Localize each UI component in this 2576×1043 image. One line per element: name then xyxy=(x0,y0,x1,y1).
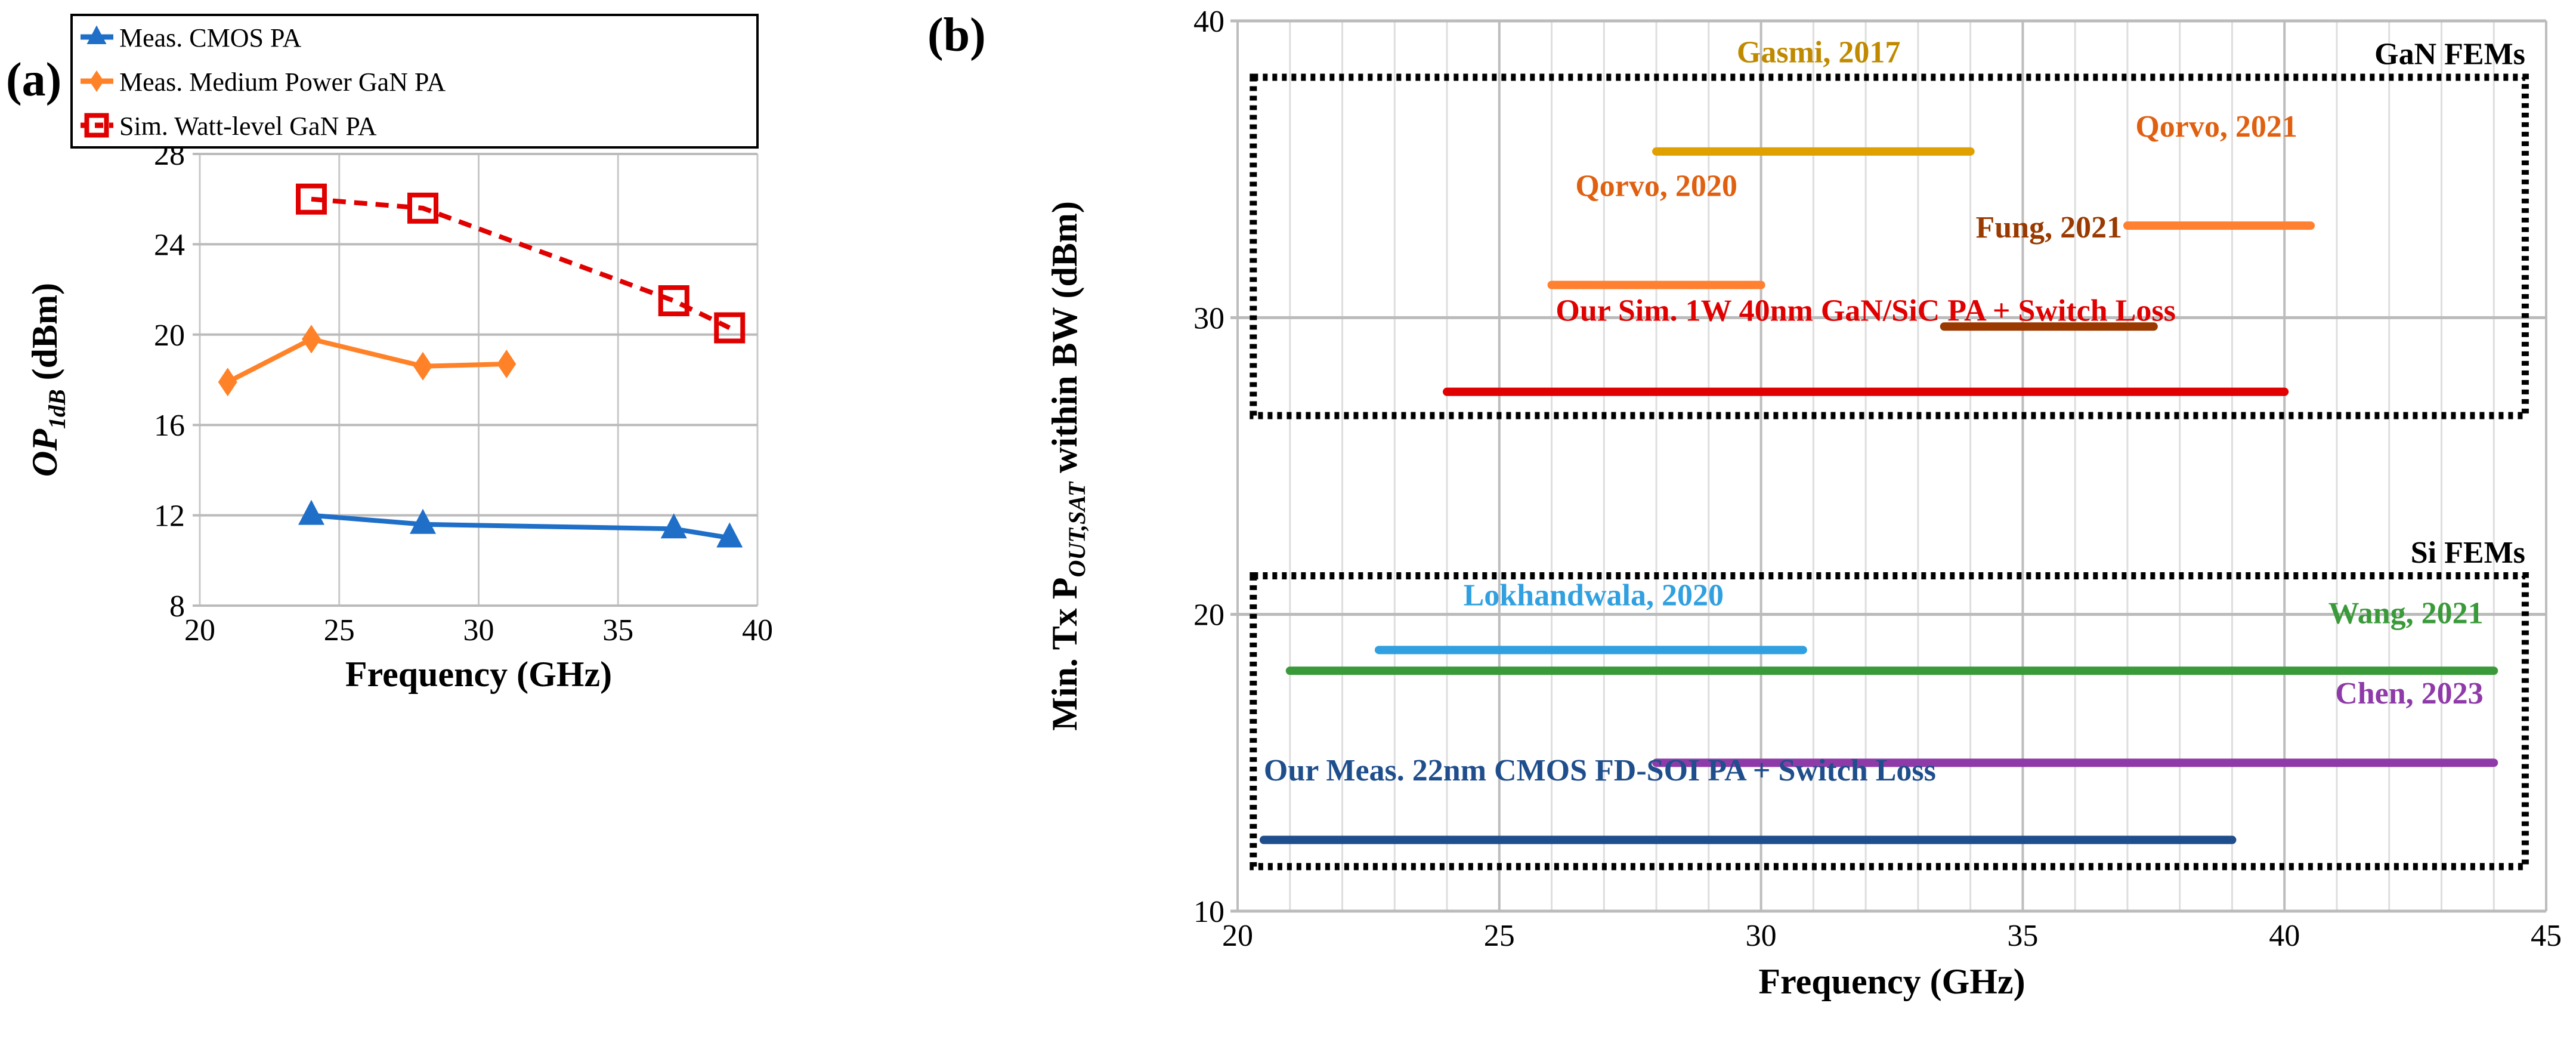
x-tick-label: 25 xyxy=(324,613,355,647)
group-label: GaN FEMs xyxy=(2374,37,2525,71)
diamond-marker xyxy=(218,368,237,397)
y-axis-title-unit: within BW (dBm) xyxy=(1045,201,1084,482)
x-tick-label: 20 xyxy=(1222,919,1253,953)
y-tick-label: 20 xyxy=(154,319,185,353)
legend-label: Meas. Medium Power GaN PA xyxy=(119,67,446,97)
bar-label: Lokhandwala, 2020 xyxy=(1464,579,1724,613)
x-tick-label: 20 xyxy=(184,613,215,647)
x-axis-title: Frequency (GHz) xyxy=(1758,962,2025,1001)
y-axis-title: OP1dB (dBm) xyxy=(25,283,70,477)
diamond-marker xyxy=(89,70,104,92)
y-tick-label: 12 xyxy=(154,499,185,533)
x-tick-label: 40 xyxy=(2269,919,2300,953)
square-marker xyxy=(296,183,327,215)
y-axis-title-sub: 1dB xyxy=(44,389,70,429)
x-tick-label: 30 xyxy=(1746,919,1777,953)
bar-label: Our Sim. 1W 40nm GaN/SiC PA + Switch Los… xyxy=(1556,294,2175,328)
bar-label: Chen, 2023 xyxy=(2335,677,2483,711)
legend: Meas. CMOS PA Meas. Medium Power GaN PA Si… xyxy=(70,14,759,149)
legend-box xyxy=(70,14,759,149)
y-axis-title-main: Min. Tx P xyxy=(1045,578,1084,731)
legend-label: Sim. Watt-level GaN PA xyxy=(119,112,377,141)
square-marker xyxy=(407,192,438,224)
y-tick-label: 40 xyxy=(1193,5,1224,39)
group-box xyxy=(1250,572,2529,871)
bar-label: Our Meas. 22nm CMOS FD-SOI PA + Switch L… xyxy=(1264,754,1936,788)
series-line xyxy=(311,513,730,541)
y-tick-label: 30 xyxy=(1193,301,1224,335)
y-tick-label: 8 xyxy=(169,590,185,624)
triangle-marker xyxy=(660,513,687,539)
group-box xyxy=(1250,73,2529,419)
bar-label: Qorvo, 2020 xyxy=(1575,169,1737,203)
bar-label: Qorvo, 2021 xyxy=(2135,110,2297,144)
y-tick-label: 16 xyxy=(154,409,185,443)
triangle-marker xyxy=(86,25,107,44)
y-axis-title-sub: OUT,SAT xyxy=(1063,481,1090,577)
x-tick-label: 25 xyxy=(1484,919,1515,953)
diamond-marker xyxy=(497,350,517,379)
square-marker xyxy=(84,113,109,138)
y-tick-label: 10 xyxy=(1193,895,1224,929)
y-tick-label: 20 xyxy=(1193,598,1224,632)
square-marker xyxy=(714,312,746,344)
diamond-marker xyxy=(302,325,321,354)
x-tick-label: 35 xyxy=(602,613,633,647)
legend-label: Meas. CMOS PA xyxy=(119,23,301,53)
panel-b-label: (b) xyxy=(927,9,986,61)
triangle-marker xyxy=(298,499,324,525)
series-line xyxy=(226,337,507,384)
bar-label: Wang, 2021 xyxy=(2328,597,2484,631)
x-tick-label: 30 xyxy=(463,613,494,647)
x-axis-title: Frequency (GHz) xyxy=(345,655,612,694)
series-line xyxy=(311,196,731,331)
panel-a-label: (a) xyxy=(6,54,61,106)
x-tick-label: 45 xyxy=(2531,919,2562,953)
y-axis-title-unit: (dBm) xyxy=(25,283,64,389)
y-tick-label: 24 xyxy=(154,228,185,262)
x-tick-label: 35 xyxy=(2007,919,2038,953)
diamond-marker xyxy=(413,351,432,381)
y-axis-title: Min. Tx POUT,SAT within BW (dBm) xyxy=(1045,201,1090,731)
group-label: Si FEMs xyxy=(2411,536,2525,570)
square-marker xyxy=(658,285,689,317)
x-tick-label: 40 xyxy=(742,613,773,647)
bar-label: Gasmi, 2017 xyxy=(1737,36,1900,70)
y-axis-title-main: OP xyxy=(25,428,64,477)
bar-label: Fung, 2021 xyxy=(1975,211,2122,245)
triangle-marker xyxy=(716,522,743,548)
triangle-marker xyxy=(410,508,436,534)
